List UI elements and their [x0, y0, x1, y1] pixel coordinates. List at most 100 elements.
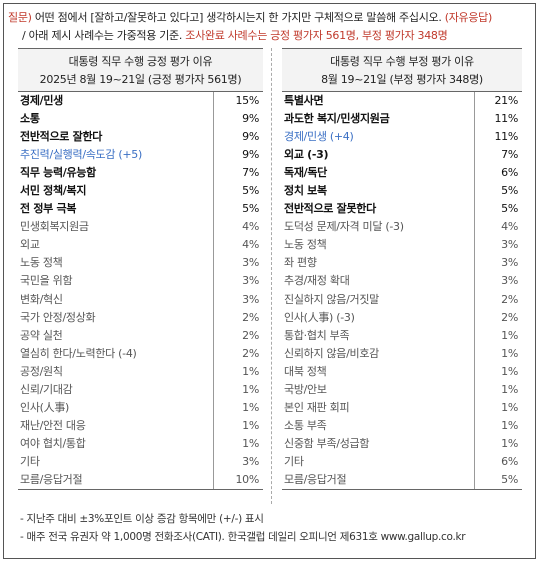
reason-label: 공정/원칙	[20, 364, 63, 378]
negative-panel-header: 대통령 직무 수행 부정 평가 이유 8월 19~21일 (부정 평가자 348…	[282, 48, 522, 92]
reason-percent: 3%	[213, 452, 263, 471]
footnotes: - 지난주 대비 ±3%포인트 이상 증감 항목에만 (+/-) 표시 - 매주…	[20, 510, 466, 546]
reason-label: 열심히 한다/노력한다 (-4)	[20, 346, 137, 360]
reason-percent: 4%	[213, 236, 263, 255]
reason-percent: 9%	[213, 128, 263, 147]
reason-percent: 5%	[474, 200, 522, 219]
reason-percent: 1%	[213, 434, 263, 453]
reason-row: 모름/응답거절 10%	[18, 470, 263, 490]
reason-percent: 9%	[213, 110, 263, 129]
reason-percent: 5%	[213, 200, 263, 219]
reason-label: 인사(人事)	[20, 400, 70, 414]
reason-label: 전반적으로 잘못한다	[284, 202, 376, 216]
reason-label: 모름/응답거절	[20, 472, 83, 486]
reason-row: 신중함 부족/성급함 1%	[282, 434, 522, 453]
reason-percent: 3%	[474, 254, 522, 273]
reason-row: 공정/원칙 1%	[18, 362, 263, 381]
reason-percent: 2%	[474, 308, 522, 327]
reason-percent: 1%	[213, 362, 263, 381]
reason-row: 과도한 복지/민생지원금 11%	[282, 110, 522, 129]
reason-percent: 15%	[213, 92, 263, 111]
reason-percent: 5%	[474, 470, 522, 490]
reason-row: 모름/응답거절 5%	[282, 470, 522, 490]
reason-label: 민생회복지원금	[20, 220, 89, 234]
reason-percent: 1%	[213, 380, 263, 399]
reason-label: 서민 정책/복지	[20, 184, 87, 198]
reason-row: 대북 정책 1%	[282, 362, 522, 381]
reason-percent: 3%	[474, 272, 522, 291]
reason-percent: 1%	[474, 380, 522, 399]
negative-reasons-panel: 대통령 직무 수행 부정 평가 이유 8월 19~21일 (부정 평가자 348…	[282, 48, 522, 491]
reason-row: 추경/재정 확대 3%	[282, 272, 522, 291]
reason-label: 독재/독단	[284, 166, 327, 180]
reason-row: 여야 협치/통합 1%	[18, 434, 263, 453]
reason-percent: 1%	[474, 434, 522, 453]
reason-row: 신뢰하지 않음/비호감 1%	[282, 344, 522, 363]
reason-row: 전반적으로 잘한다 9%	[18, 128, 263, 147]
reason-label: 외교 (-3)	[284, 148, 329, 162]
reason-row: 국가 안정/정상화 2%	[18, 308, 263, 327]
reason-row: 기타 6%	[282, 452, 522, 471]
reason-row: 도덕성 문제/자격 미달 (-3) 4%	[282, 218, 522, 237]
negative-reasons-list: 특별사면 21% 과도한 복지/민생지원금 11% 경제/민생 (+4) 11% 외교 (-…	[282, 92, 522, 490]
reason-label: 대북 정책	[284, 364, 327, 378]
reason-label: 도덕성 문제/자격 미달 (-3)	[284, 220, 404, 234]
reason-row: 전 정부 극복 5%	[18, 200, 263, 219]
reason-label: 전반적으로 잘한다	[20, 130, 103, 144]
reason-percent: 11%	[474, 128, 522, 147]
reason-row: 인사(人事) 1%	[18, 398, 263, 417]
positive-panel-subtitle: 2025년 8월 19~21일 (긍정 평가자 561명)	[39, 73, 242, 86]
negative-panel-subtitle: 8월 19~21일 (부정 평가자 348명)	[321, 73, 483, 86]
reason-label: 신중함 부족/성급함	[284, 436, 370, 450]
reason-row: 추진력/실행력/속도감 (+5) 9%	[18, 146, 263, 165]
reason-percent: 21%	[474, 92, 522, 111]
reason-percent: 1%	[474, 416, 522, 435]
question-line-1: 질문) 어떤 점에서 [잘하고/잘못하고 있다고] 생각하시는지 한 가지만 구…	[8, 9, 528, 27]
negative-panel-title: 대통령 직무 수행 부정 평가 이유	[330, 55, 474, 68]
reason-percent: 2%	[213, 308, 263, 327]
reason-row: 열심히 한다/노력한다 (-4) 2%	[18, 344, 263, 363]
reason-label: 통합·협치 부족	[284, 328, 350, 342]
reason-label: 전 정부 극복	[20, 202, 77, 216]
reason-percent: 9%	[213, 146, 263, 165]
reason-row: 서민 정책/복지 5%	[18, 182, 263, 201]
reason-percent: 2%	[213, 344, 263, 363]
reason-label: 기타	[20, 454, 40, 468]
reason-percent: 4%	[474, 218, 522, 237]
reason-label: 본인 재판 회피	[284, 400, 350, 414]
reason-percent: 2%	[213, 326, 263, 345]
reason-row: 국방/안보 1%	[282, 380, 522, 399]
reason-row: 기타 3%	[18, 452, 263, 471]
reason-row: 정치 보복 5%	[282, 182, 522, 201]
weighting-note: / 아래 제시 사례수는 가중적용 기준.	[22, 29, 186, 42]
reason-percent: 1%	[213, 416, 263, 435]
reason-percent: 5%	[474, 182, 522, 201]
reason-percent: 11%	[474, 110, 522, 129]
positive-panel-header: 대통령 직무 수행 긍정 평가 이유 2025년 8월 19~21일 (긍정 평…	[18, 48, 263, 92]
reason-percent: 6%	[474, 164, 522, 183]
reason-row: 노동 정책 3%	[282, 236, 522, 255]
reason-row: 외교 4%	[18, 236, 263, 255]
footnote-change-marker: - 지난주 대비 ±3%포인트 이상 증감 항목에만 (+/-) 표시	[20, 513, 264, 525]
panel-divider	[271, 48, 272, 504]
reason-label: 특별사면	[284, 94, 324, 107]
reason-row: 신뢰/기대감 1%	[18, 380, 263, 399]
sample-size-note: 조사완료 사례수는 긍정 평가자 561명, 부정 평가자 348명	[185, 29, 448, 42]
reason-row: 인사(人事) (-3) 2%	[282, 308, 522, 327]
reason-label: 추경/재정 확대	[284, 274, 350, 288]
reason-label: 국민을 위함	[20, 274, 73, 288]
positive-panel-title: 대통령 직무 수행 긍정 평가 이유	[68, 55, 213, 68]
question-prefix: 질문)	[8, 11, 32, 24]
reason-percent: 1%	[474, 326, 522, 345]
reason-label: 외교	[20, 238, 40, 252]
reason-label: 좌 편향	[284, 256, 317, 270]
reason-label: 경제/민생 (+4)	[284, 130, 354, 144]
reason-percent: 2%	[474, 290, 522, 309]
reason-label: 변화/혁신	[20, 292, 63, 306]
reason-row: 특별사면 21%	[282, 92, 522, 111]
reason-label: 신뢰하지 않음/비호감	[284, 346, 379, 360]
reason-percent: 3%	[213, 254, 263, 273]
reason-label: 국가 안정/정상화	[20, 310, 96, 324]
open-end-note: (자유응답)	[444, 11, 493, 24]
reason-label: 인사(人事) (-3)	[284, 310, 355, 324]
